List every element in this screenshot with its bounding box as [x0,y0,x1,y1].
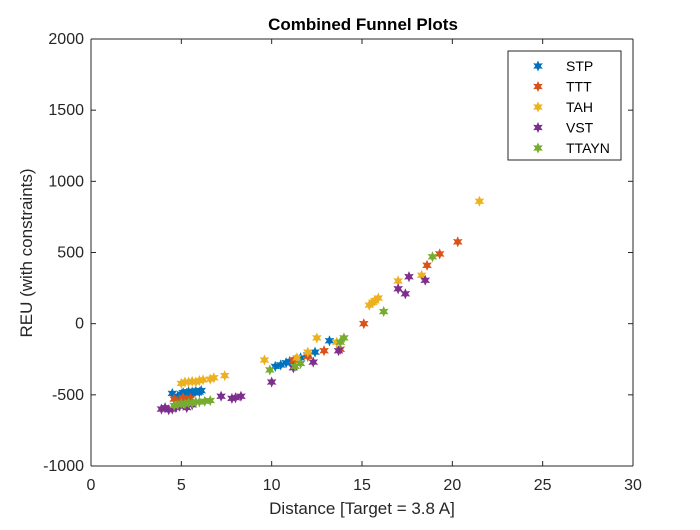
data-point [266,376,277,388]
legend-marker [533,60,543,72]
data-point [373,292,384,304]
y-tick-label: 0 [75,316,84,333]
data-point [378,306,389,318]
y-axis-ticks: -1000 -500 0 500 1000 1500 2000 [43,31,633,475]
legend-items: STP TTT TAH VST TTAYN [533,58,610,156]
x-tick-label: 5 [177,477,186,494]
y-tick-label: -1000 [43,458,84,475]
legend-marker [533,142,543,154]
data-point [324,335,335,347]
legend-label: STP [566,58,593,74]
data-point [319,345,329,357]
data-point [295,357,306,370]
data-point [236,390,246,402]
data-point [452,236,463,248]
x-axis-ticks: 0 5 10 15 20 25 30 [87,39,642,494]
legend-item-vst[interactable]: VST [533,120,594,136]
data-point [474,195,485,207]
data-point [219,370,230,382]
y-tick-label: 500 [57,245,84,262]
legend-label: VST [566,120,594,136]
data-point [196,385,207,397]
data-point [265,364,275,376]
data-point [308,356,319,368]
legend-marker [533,101,543,113]
x-tick-label: 30 [624,477,642,494]
legend-item-stp[interactable]: STP [533,58,593,74]
data-point [400,288,411,300]
data-point [420,274,431,286]
data-point [416,269,427,281]
data-point [333,345,344,357]
x-tick-label: 20 [443,477,461,494]
x-tick-label: 15 [353,477,371,494]
chart-title: Combined Funnel Plots [268,15,458,34]
legend-item-ttt[interactable]: TTT [533,79,592,95]
data-point [434,248,445,260]
data-point [393,283,403,295]
legend-marker [533,80,543,93]
data-point [216,390,226,402]
data-point [259,354,270,366]
data-point [359,318,369,330]
data-point [302,346,313,358]
legend-item-ttayn[interactable]: TTAYN [533,140,610,156]
data-point [312,332,322,344]
series-tah [176,195,485,389]
legend-label: TAH [566,99,593,115]
x-axis-label: Distance [Target = 3.8 A] [269,499,455,518]
y-tick-label: 1500 [48,102,84,119]
legend-label: TTAYN [566,140,610,156]
series-ttayn [169,251,438,412]
x-tick-label: 25 [534,477,552,494]
data-point [209,372,219,384]
data-point [292,352,302,364]
data-point [427,251,438,263]
legend-marker [533,121,543,134]
data-points-layer [156,195,485,416]
legend-box [507,50,622,161]
y-tick-label: -500 [52,387,84,404]
data-point [422,259,432,271]
y-tick-label: 2000 [48,31,84,48]
x-tick-label: 10 [263,477,281,494]
legend[interactable]: STP TTT TAH VST TTAYN [507,50,622,161]
y-axis-label: REU (with constraints) [17,168,36,337]
data-point [339,332,349,344]
legend-item-tah[interactable]: TAH [533,99,593,115]
y-tick-label: 1000 [48,173,84,190]
x-tick-label: 0 [87,477,96,494]
data-point [404,271,414,283]
legend-label: TTT [566,79,592,95]
data-point [205,394,216,407]
